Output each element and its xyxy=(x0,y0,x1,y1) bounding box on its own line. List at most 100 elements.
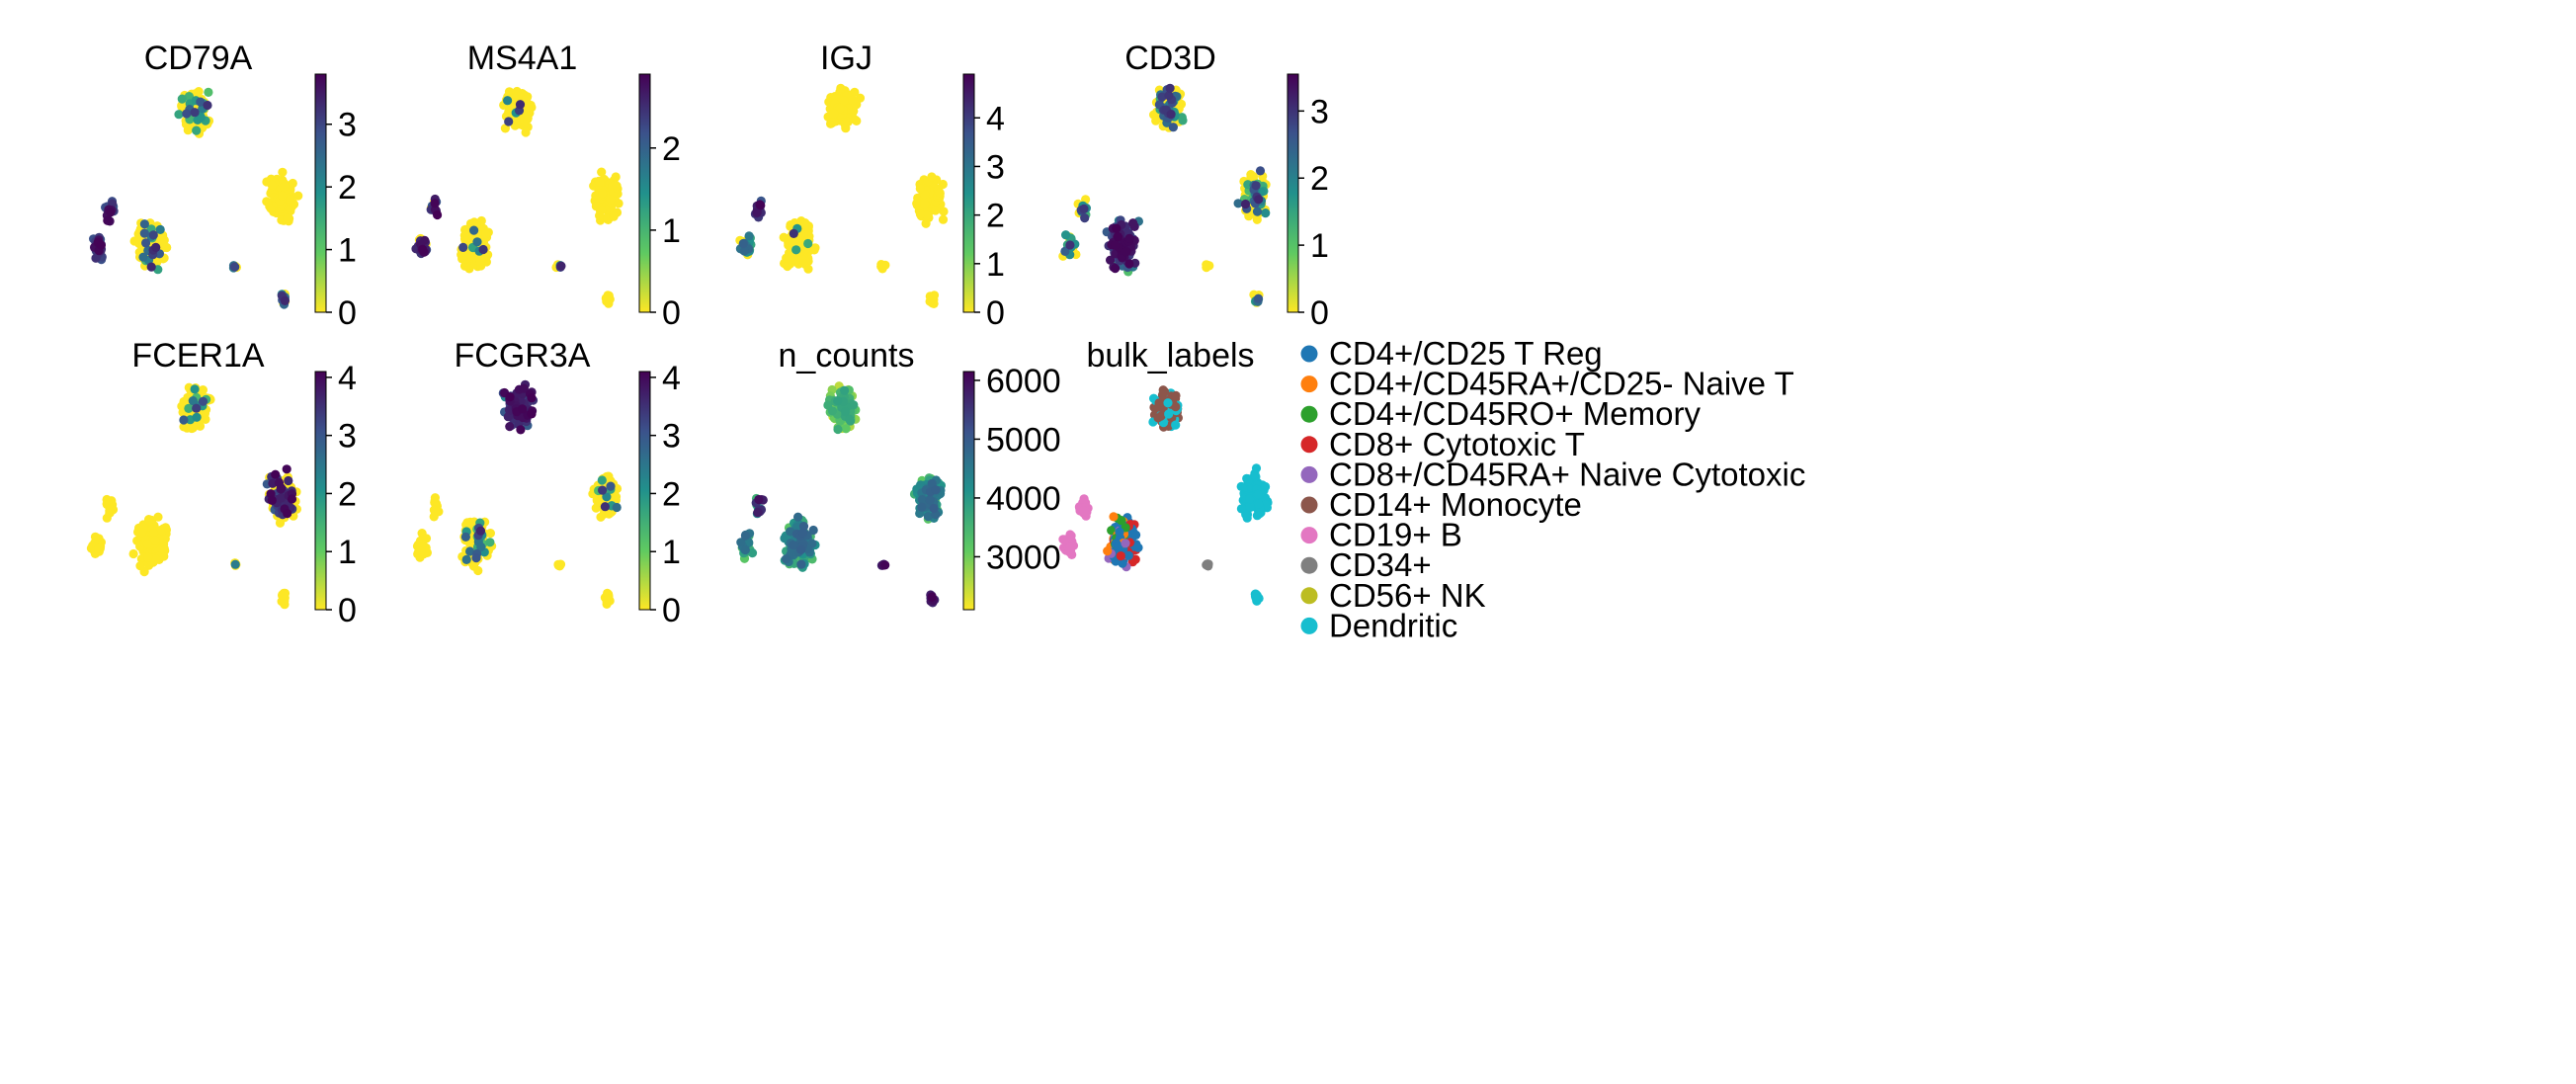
data-point xyxy=(505,422,515,432)
data-point xyxy=(841,407,851,417)
colorbar-tick-label: 2 xyxy=(662,130,681,168)
legend-label: CD34+ xyxy=(1329,546,1432,583)
colorbar-tick-label: 1 xyxy=(338,232,357,270)
data-point xyxy=(1061,230,1071,240)
data-point xyxy=(1133,542,1143,552)
data-point xyxy=(791,245,801,255)
data-point xyxy=(747,548,758,558)
data-point xyxy=(1166,110,1176,120)
data-point xyxy=(278,590,288,601)
data-point xyxy=(755,200,765,209)
data-point xyxy=(188,396,198,406)
data-point xyxy=(1252,214,1262,224)
data-point xyxy=(1254,195,1264,205)
panel-title: MS4A1 xyxy=(467,40,578,77)
data-point xyxy=(177,94,187,104)
data-point xyxy=(196,97,206,107)
data-point xyxy=(596,512,606,522)
panel-fcgr3a: FCGR3A 0 1 2 3 4 xyxy=(412,337,681,629)
colorbar-tick-label: 3 xyxy=(662,418,681,456)
data-point xyxy=(1168,123,1178,132)
data-point xyxy=(612,502,622,513)
data-point xyxy=(923,512,934,522)
data-point xyxy=(809,245,819,255)
data-point xyxy=(282,464,291,474)
data-point xyxy=(829,109,839,119)
data-point xyxy=(90,532,101,542)
data-point xyxy=(850,87,860,97)
data-point xyxy=(512,86,522,97)
data-point xyxy=(527,409,537,419)
data-point xyxy=(475,256,485,266)
data-point xyxy=(917,495,928,505)
data-point xyxy=(519,383,529,393)
data-point xyxy=(556,261,566,271)
data-point xyxy=(739,246,749,256)
data-point xyxy=(612,181,622,191)
data-point xyxy=(798,258,808,268)
data-point xyxy=(1164,91,1174,101)
data-point xyxy=(553,560,563,570)
data-point xyxy=(602,295,613,305)
data-point xyxy=(461,554,471,565)
data-point xyxy=(1245,501,1255,512)
data-point xyxy=(788,238,797,248)
colorbar-tick-label: 3 xyxy=(1310,93,1329,130)
data-point xyxy=(1121,539,1130,548)
data-point xyxy=(504,117,514,126)
legend-label: CD56+ NK xyxy=(1329,577,1486,614)
panel-title: FCER1A xyxy=(131,337,264,375)
data-point xyxy=(808,525,818,536)
legend-label: CD14+ Monocyte xyxy=(1329,486,1582,523)
data-point xyxy=(103,215,113,225)
data-point xyxy=(430,493,440,503)
colorbar-tick-label: 1 xyxy=(986,246,1005,284)
data-point xyxy=(510,93,520,104)
colorbar-tick-label: 0 xyxy=(986,294,1005,332)
data-point xyxy=(798,522,809,532)
data-point xyxy=(1131,530,1141,541)
data-point xyxy=(515,100,526,110)
data-point xyxy=(1245,494,1255,504)
data-point xyxy=(839,96,849,106)
data-point xyxy=(1114,542,1123,551)
data-point xyxy=(840,385,850,395)
data-point xyxy=(287,494,297,504)
data-point xyxy=(848,95,858,105)
data-point xyxy=(288,178,297,189)
data-point xyxy=(190,384,200,394)
data-point xyxy=(754,494,764,505)
data-point xyxy=(106,208,116,217)
data-point xyxy=(796,544,806,555)
colorbar-tick-label: 0 xyxy=(662,294,681,332)
data-point xyxy=(179,415,189,425)
data-point xyxy=(276,493,287,503)
colorbar-tick-label: 0 xyxy=(338,592,357,629)
legend-marker xyxy=(1300,587,1318,605)
data-point xyxy=(925,495,935,505)
data-point xyxy=(597,475,607,485)
data-point xyxy=(148,230,158,240)
data-point xyxy=(192,125,202,135)
data-point xyxy=(1117,516,1126,526)
data-point xyxy=(266,204,276,213)
data-point xyxy=(1204,559,1213,569)
data-point xyxy=(160,545,170,555)
data-point xyxy=(1106,255,1116,265)
legend-label: CD4+/CD25 T Reg xyxy=(1329,335,1603,372)
data-point xyxy=(740,544,751,555)
data-point xyxy=(284,475,293,486)
data-point xyxy=(136,528,147,538)
data-point xyxy=(204,87,213,97)
data-point xyxy=(416,546,426,556)
colorbar-tick-label: 0 xyxy=(1310,294,1329,332)
data-point xyxy=(1124,259,1134,269)
colorbar-tick-label: 3 xyxy=(986,148,1005,186)
data-point xyxy=(139,219,149,229)
colorbar-tick-label: 4 xyxy=(338,360,357,397)
colorbar-tick-label: 2 xyxy=(338,475,357,513)
data-point xyxy=(915,184,925,194)
data-point xyxy=(917,502,927,512)
data-point xyxy=(128,548,138,559)
data-point xyxy=(105,504,115,515)
